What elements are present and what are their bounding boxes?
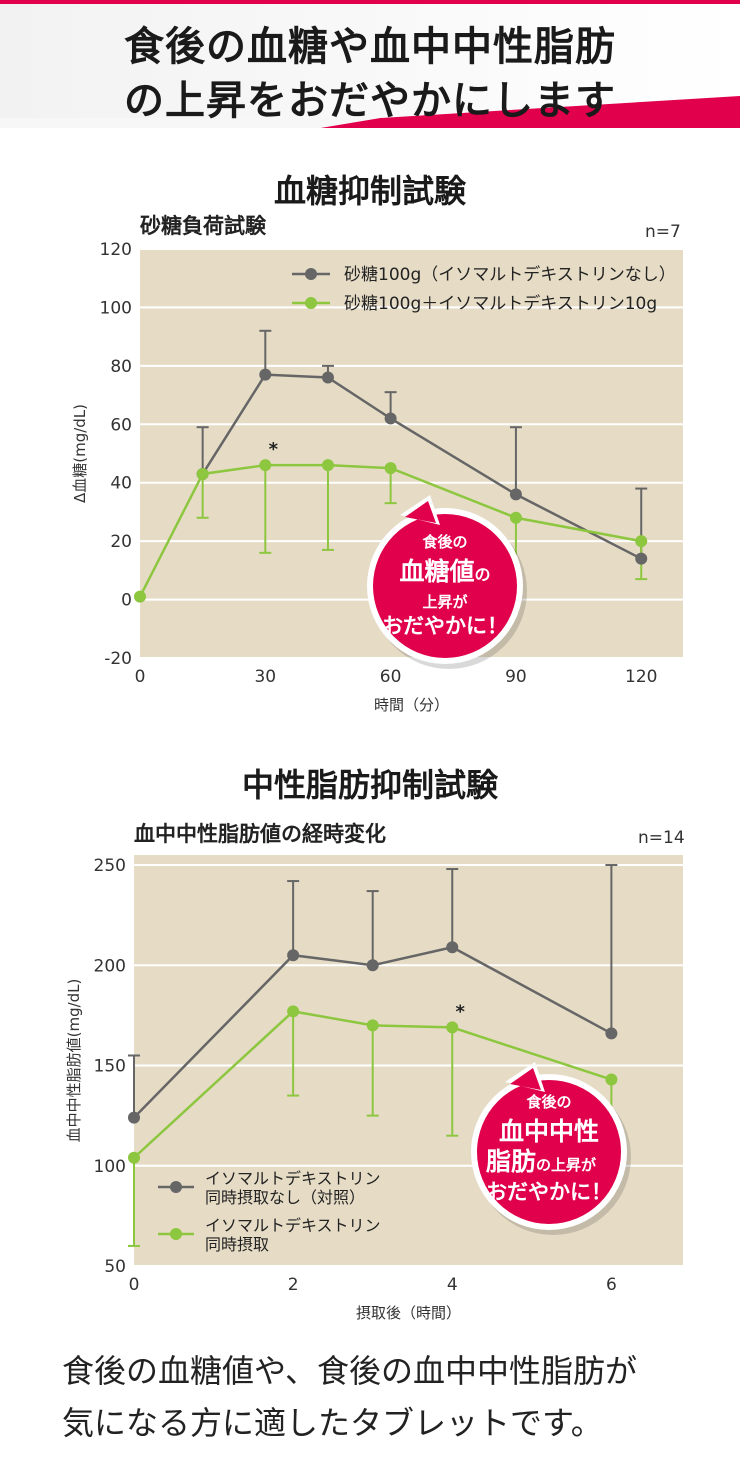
x-tick-label: 90 (505, 667, 527, 687)
x-tick-label: 0 (129, 1275, 140, 1295)
data-point (259, 459, 272, 472)
y-tick-label: 50 (104, 1257, 126, 1277)
legend-label: イソマルトデキストリン (205, 1169, 381, 1188)
x-tick-label: 120 (625, 667, 657, 687)
section2-title: 中性脂肪抑制試験 (241, 766, 498, 804)
hero-top-line (0, 0, 740, 4)
legend-label: 砂糖100g（イソマルトデキストリンなし） (344, 264, 676, 285)
legend-swatch-dot (170, 1181, 182, 1193)
y-axis-label: 血中中性脂肪値(mg/dL) (65, 979, 83, 1143)
y-tick-label: 100 (100, 298, 132, 318)
y-tick-label: 120 (100, 240, 132, 260)
badge-text: 食後の (422, 533, 467, 551)
badge-text: おだやかに！ (382, 614, 508, 638)
hero-title-line2: の上昇をおだやかにします (124, 78, 616, 124)
badge-tail (510, 1068, 541, 1090)
data-point (446, 941, 459, 954)
legend-label: 砂糖100g＋イソマルトデキストリン10g (344, 293, 657, 314)
badge-tail (405, 501, 436, 523)
badge-circle (373, 514, 517, 658)
y-tick-label: 20 (110, 532, 132, 552)
significance-mark: * (269, 439, 279, 460)
section2-n-label: n=14 (638, 828, 685, 848)
badge-text-small: の (475, 565, 491, 584)
legend-swatch-dot (305, 297, 317, 309)
x-axis-label: 時間（分） (374, 696, 449, 714)
y-tick-label: 150 (94, 1057, 126, 1077)
x-axis-label: 摂取後（時間） (356, 1304, 461, 1322)
badge-text: おだやかに！ (486, 1180, 612, 1204)
data-point (605, 1073, 618, 1086)
y-tick-label: 40 (110, 474, 132, 494)
y-axis-label: Δ血糖(mg/dL) (71, 404, 89, 503)
y-tick-label: 60 (110, 415, 132, 435)
data-point (128, 1151, 140, 1164)
data-point (196, 467, 209, 480)
data-point (134, 590, 146, 603)
data-point (287, 949, 300, 962)
badge-text: 上昇が (422, 593, 468, 611)
legend-label: イソマルトデキストリン (205, 1216, 381, 1235)
legend-swatch-dot (305, 268, 317, 280)
data-point (321, 371, 334, 384)
footer-line2: 気になる方に適したタブレットです。 (62, 1404, 603, 1442)
data-point (605, 1027, 618, 1040)
section1-title: 血糖抑制試験 (273, 172, 466, 210)
legend-label: 同時摂取なし（対照） (205, 1188, 365, 1207)
x-tick-label: 60 (380, 667, 402, 687)
data-point (384, 462, 397, 475)
significance-mark: * (456, 1001, 466, 1022)
x-tick-label: 0 (135, 667, 146, 687)
data-point (128, 1111, 140, 1124)
triglyceride-chart: 50 100 150 200 250 0 2 4 6 摂取後（時間） 血中中性脂肪値(mg/dL) *… (65, 855, 683, 1322)
y-tick-label: -20 (104, 649, 132, 669)
data-point (259, 368, 272, 381)
y-tick-label: 80 (110, 357, 132, 377)
data-point (635, 552, 648, 565)
hero-banner: 食後の血糖や血中中性脂肪 の上昇をおだやかにします (0, 0, 740, 140)
series-line-1 (201, 373, 642, 560)
legend-label: 同時摂取 (205, 1235, 269, 1254)
x-tick-label: 6 (606, 1275, 617, 1295)
data-point (635, 535, 648, 548)
hero-decoration (0, 0, 740, 140)
data-point (366, 1019, 379, 1032)
section2-subtitle: 血中中性脂肪値の経時変化 (134, 822, 386, 846)
badge-text-small: の上昇が (536, 1156, 597, 1174)
data-point (509, 511, 522, 524)
section1-n-label: n=7 (645, 222, 681, 242)
footer-line1: 食後の血糖値や、食後の血中中性脂肪が (62, 1352, 638, 1390)
x-tick-label: 4 (447, 1275, 458, 1295)
y-tick-label: 200 (94, 956, 126, 976)
data-point (384, 412, 397, 425)
data-point (509, 488, 522, 501)
legend-swatch-dot (170, 1228, 182, 1240)
badge-text: 血中中性 (499, 1117, 599, 1146)
x-tick-label: 30 (254, 667, 276, 687)
section1-subtitle: 砂糖負荷試験 (140, 214, 266, 238)
x-tick-label: 2 (288, 1275, 299, 1295)
data-point (321, 459, 334, 472)
footer-text: 食後の血糖値や、食後の血中中性脂肪が 気になる方に適したタブレットです。 (62, 1345, 702, 1449)
hero-title-line1: 食後の血糖や血中中性脂肪 (124, 24, 616, 70)
y-tick-label: 100 (94, 1157, 126, 1177)
data-point (366, 959, 379, 972)
y-tick-label: 0 (121, 591, 132, 611)
data-point (287, 1005, 300, 1018)
badge-circle (477, 1080, 621, 1224)
y-tick-label: 250 (94, 856, 126, 876)
badge-text: 食後の (526, 1093, 571, 1111)
data-point (446, 1021, 459, 1034)
